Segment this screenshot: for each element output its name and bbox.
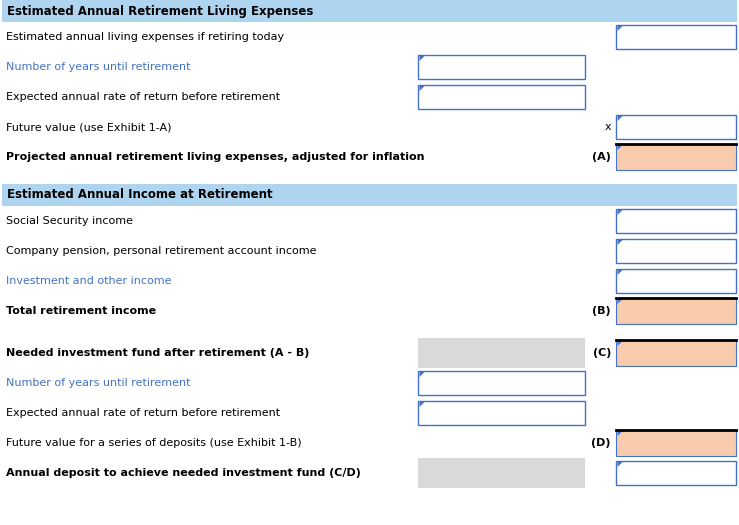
Bar (2, 368, 737, 398)
Text: (A): (A) (592, 152, 611, 162)
Bar (2, 458, 737, 488)
Polygon shape (420, 56, 424, 61)
Bar (2, 428, 737, 458)
Polygon shape (420, 402, 424, 407)
Text: Estimated Annual Retirement Living Expenses: Estimated Annual Retirement Living Expen… (7, 5, 313, 17)
Bar (418, 338, 585, 368)
Polygon shape (618, 270, 622, 275)
Bar (2, 266, 737, 296)
Text: Needed investment fund after retirement (A - B): Needed investment fund after retirement … (6, 348, 310, 358)
Bar (418, 371, 585, 395)
Bar (2, 296, 737, 326)
Text: Future value (use Exhibit 1-A): Future value (use Exhibit 1-A) (6, 122, 171, 132)
Text: Expected annual rate of return before retirement: Expected annual rate of return before re… (6, 408, 280, 418)
Polygon shape (618, 431, 622, 436)
Bar (2, 338, 737, 368)
Text: Company pension, personal retirement account income: Company pension, personal retirement acc… (6, 246, 316, 256)
Text: Expected annual rate of return before retirement: Expected annual rate of return before re… (6, 92, 280, 102)
Polygon shape (618, 145, 622, 150)
Bar (418, 85, 585, 109)
Bar (616, 461, 736, 485)
Bar (2, 184, 737, 206)
Text: Number of years until retirement: Number of years until retirement (6, 62, 191, 72)
Text: Future value for a series of deposits (use Exhibit 1-B): Future value for a series of deposits (u… (6, 438, 302, 448)
Bar (2, 206, 737, 236)
Bar (616, 269, 736, 293)
Text: (B): (B) (593, 306, 611, 316)
Text: Number of years until retirement: Number of years until retirement (6, 378, 191, 388)
Bar (2, 22, 737, 52)
Polygon shape (618, 462, 622, 467)
Text: (C): (C) (593, 348, 611, 358)
Bar (616, 144, 736, 170)
Bar (616, 209, 736, 233)
Polygon shape (618, 26, 622, 31)
Bar (616, 25, 736, 49)
Polygon shape (618, 210, 622, 215)
Bar (2, 236, 737, 266)
Bar (2, 398, 737, 428)
Polygon shape (618, 299, 622, 304)
Text: (D): (D) (591, 438, 611, 448)
Text: Total retirement income: Total retirement income (6, 306, 156, 316)
Text: Annual deposit to achieve needed investment fund (C/D): Annual deposit to achieve needed investm… (6, 468, 361, 478)
Polygon shape (420, 86, 424, 91)
Bar (2, 82, 737, 112)
Bar (2, 0, 737, 22)
Text: Social Security income: Social Security income (6, 216, 133, 226)
Bar (616, 239, 736, 263)
Bar (616, 430, 736, 456)
Bar (418, 55, 585, 79)
Bar (418, 401, 585, 425)
Bar (2, 142, 737, 172)
Bar (616, 340, 736, 366)
Bar (616, 298, 736, 324)
Bar (418, 458, 585, 488)
Text: Estimated Annual Income at Retirement: Estimated Annual Income at Retirement (7, 188, 273, 202)
Polygon shape (618, 341, 622, 346)
Bar (616, 115, 736, 139)
Text: x: x (605, 122, 611, 132)
Polygon shape (420, 372, 424, 377)
Text: Investment and other income: Investment and other income (6, 276, 171, 286)
Polygon shape (618, 116, 622, 121)
Text: Estimated annual living expenses if retiring today: Estimated annual living expenses if reti… (6, 32, 284, 42)
Polygon shape (618, 240, 622, 245)
Bar (2, 52, 737, 82)
Bar (2, 112, 737, 142)
Text: Projected annual retirement living expenses, adjusted for inflation: Projected annual retirement living expen… (6, 152, 424, 162)
